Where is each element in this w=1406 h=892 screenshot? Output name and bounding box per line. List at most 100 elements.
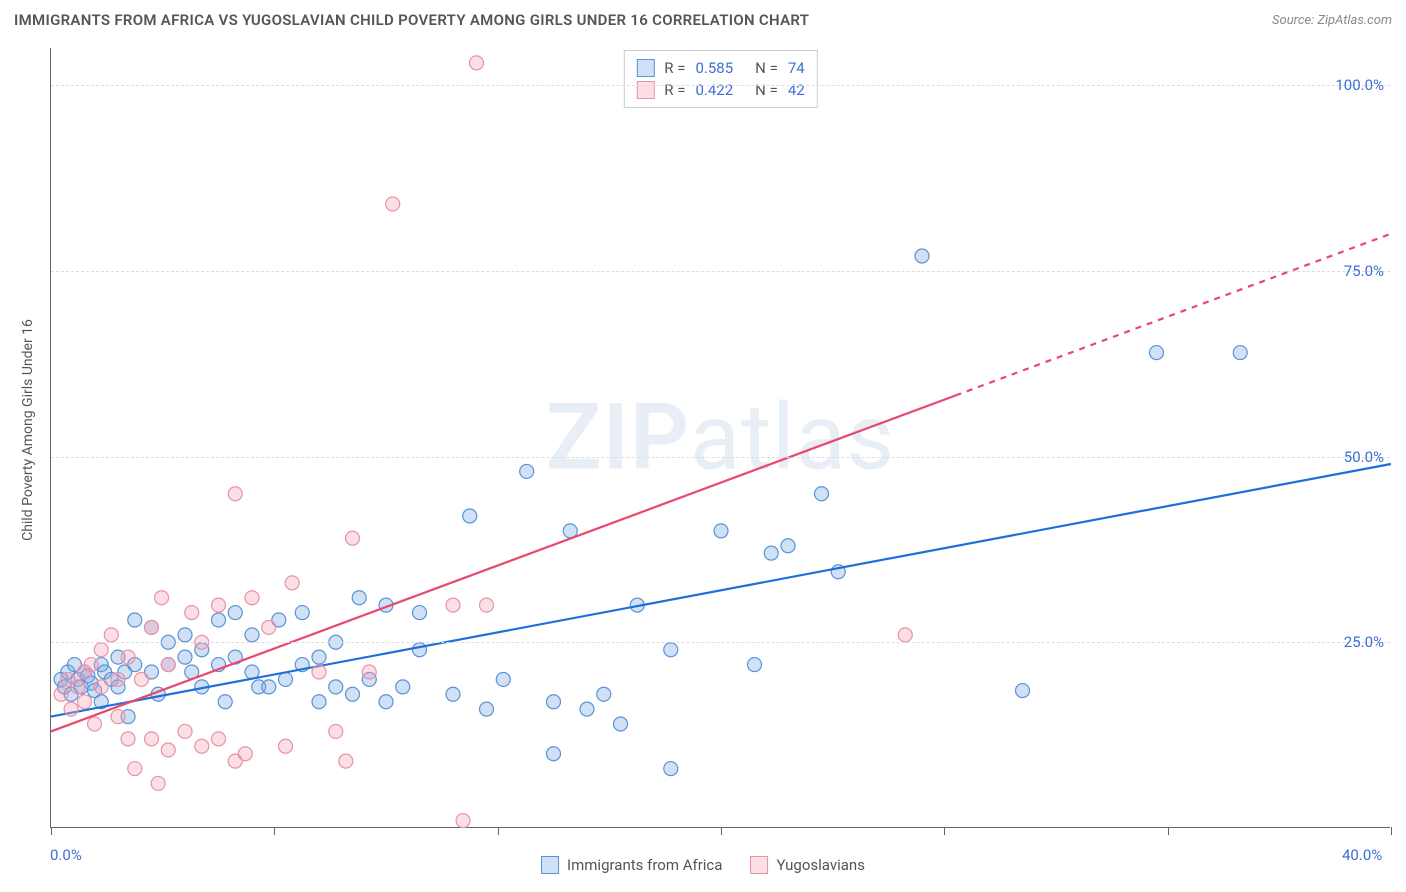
x-tick [1168, 827, 1169, 835]
data-point [480, 702, 494, 716]
data-point [346, 687, 360, 701]
data-point [781, 539, 795, 553]
legend-row: R = 0.585N = 74 [636, 57, 804, 79]
data-point [128, 762, 142, 776]
series-legend: Immigrants from Africa Yugoslavians [541, 856, 865, 874]
y-axis-title: Child Poverty Among Girls Under 16 [20, 319, 36, 541]
data-point [413, 606, 427, 620]
data-point [312, 650, 326, 664]
data-point [614, 717, 628, 731]
data-point [111, 710, 125, 724]
data-point [379, 695, 393, 709]
gridline [51, 642, 1390, 643]
data-point [195, 739, 209, 753]
data-point [463, 509, 477, 523]
source-prefix: Source: [1272, 13, 1317, 28]
data-point [664, 643, 678, 657]
n-value: 74 [788, 59, 805, 77]
data-point [764, 546, 778, 560]
data-point [279, 739, 293, 753]
data-point [346, 531, 360, 545]
r-label: R = [664, 59, 685, 77]
chart-header: IMMIGRANTS FROM AFRICA VS YUGOSLAVIAN CH… [0, 0, 1406, 40]
x-tick [274, 827, 275, 835]
legend-item: Yugoslavians [750, 856, 865, 874]
data-point [71, 680, 85, 694]
data-point [714, 524, 728, 538]
data-point [111, 672, 125, 686]
data-point [262, 680, 276, 694]
legend-swatch [750, 856, 768, 874]
data-point [547, 747, 561, 761]
data-point [496, 672, 510, 686]
data-point [121, 650, 135, 664]
data-point [1016, 684, 1030, 698]
data-point [161, 743, 175, 757]
legend-label: Yugoslavians [776, 856, 865, 874]
data-point [145, 732, 159, 746]
x-tick [51, 827, 52, 835]
data-point [178, 650, 192, 664]
legend-swatch [541, 856, 559, 874]
gridline [51, 457, 1390, 458]
gridline [51, 85, 1390, 86]
data-point [238, 747, 252, 761]
chart-svg [51, 48, 1390, 827]
data-point [245, 591, 259, 605]
data-point [121, 732, 135, 746]
data-point [212, 732, 226, 746]
data-point [748, 658, 762, 672]
data-point [1150, 346, 1164, 360]
legend-item: Immigrants from Africa [541, 856, 722, 874]
data-point [386, 197, 400, 211]
data-point [161, 658, 175, 672]
data-point [597, 687, 611, 701]
data-point [128, 613, 142, 627]
data-point [915, 249, 929, 263]
data-point [64, 702, 78, 716]
n-value: 42 [788, 81, 805, 99]
legend-row: R = 0.422N = 42 [636, 79, 804, 101]
data-point [228, 606, 242, 620]
data-point [329, 724, 343, 738]
data-point [339, 754, 353, 768]
gridline [51, 271, 1390, 272]
data-point [94, 680, 108, 694]
legend-swatch [636, 59, 654, 77]
x-tick [944, 827, 945, 835]
data-point [815, 487, 829, 501]
data-point [218, 695, 232, 709]
plot-area: ZIPatlas R = 0.585N = 74R = 0.422N = 42 … [50, 48, 1390, 828]
correlation-legend: R = 0.585N = 74R = 0.422N = 42 [623, 50, 817, 108]
data-point [480, 598, 494, 612]
data-point [151, 776, 165, 790]
data-point [312, 695, 326, 709]
data-point [312, 665, 326, 679]
data-point [54, 687, 68, 701]
data-point [185, 606, 199, 620]
data-point [520, 464, 534, 478]
data-point [413, 643, 427, 657]
data-point [456, 814, 470, 828]
data-point [1233, 346, 1247, 360]
data-point [88, 717, 102, 731]
y-tick-label: 100.0% [1335, 76, 1384, 94]
legend-label: Immigrants from Africa [567, 856, 722, 874]
source-name: ZipAtlas.com [1317, 13, 1392, 28]
data-point [469, 56, 483, 70]
n-label: N = [755, 59, 778, 77]
data-point [279, 672, 293, 686]
data-point [352, 591, 366, 605]
legend-swatch [636, 81, 654, 99]
data-point [104, 628, 118, 642]
data-point [178, 724, 192, 738]
data-point [446, 687, 460, 701]
x-tick-label: 0.0% [50, 846, 82, 864]
y-tick-label: 75.0% [1344, 262, 1384, 280]
data-point [212, 613, 226, 627]
n-label: N = [755, 81, 778, 99]
y-tick-label: 25.0% [1344, 633, 1384, 651]
chart-title: IMMIGRANTS FROM AFRICA VS YUGOSLAVIAN CH… [14, 11, 809, 29]
source-attribution: Source: ZipAtlas.com [1272, 13, 1392, 28]
data-point [212, 598, 226, 612]
